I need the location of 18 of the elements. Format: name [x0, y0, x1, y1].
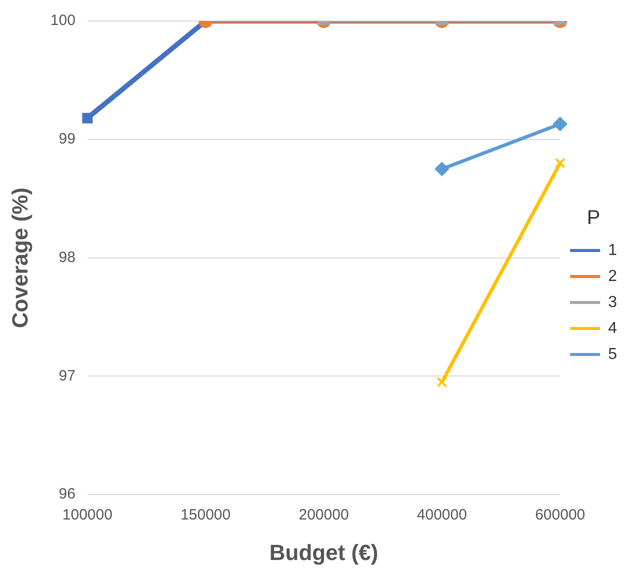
x-tick-label: 200000: [298, 506, 349, 524]
y-tick-label: 96: [58, 486, 76, 503]
y-tick-label: 98: [58, 248, 76, 266]
y-tick-label: 100: [50, 12, 76, 30]
legend-label: 2: [608, 268, 618, 285]
legend-label: 5: [608, 346, 618, 363]
y-tick-label: 97: [58, 367, 76, 384]
x-tick-label: 600000: [535, 506, 586, 524]
x-tick-label: 400000: [416, 506, 467, 524]
x-tick-label: 150000: [180, 506, 231, 524]
y-axis-title: Coverage (%): [7, 188, 32, 328]
x-axis-title: Budget (€): [269, 540, 378, 565]
legend-label: 1: [608, 242, 618, 259]
legend-label: 4: [608, 320, 618, 337]
y-tick-label: 99: [58, 130, 76, 148]
legend-label: 3: [608, 294, 618, 311]
x-tick-label: 100000: [62, 506, 112, 524]
legend-title: P: [586, 207, 600, 230]
